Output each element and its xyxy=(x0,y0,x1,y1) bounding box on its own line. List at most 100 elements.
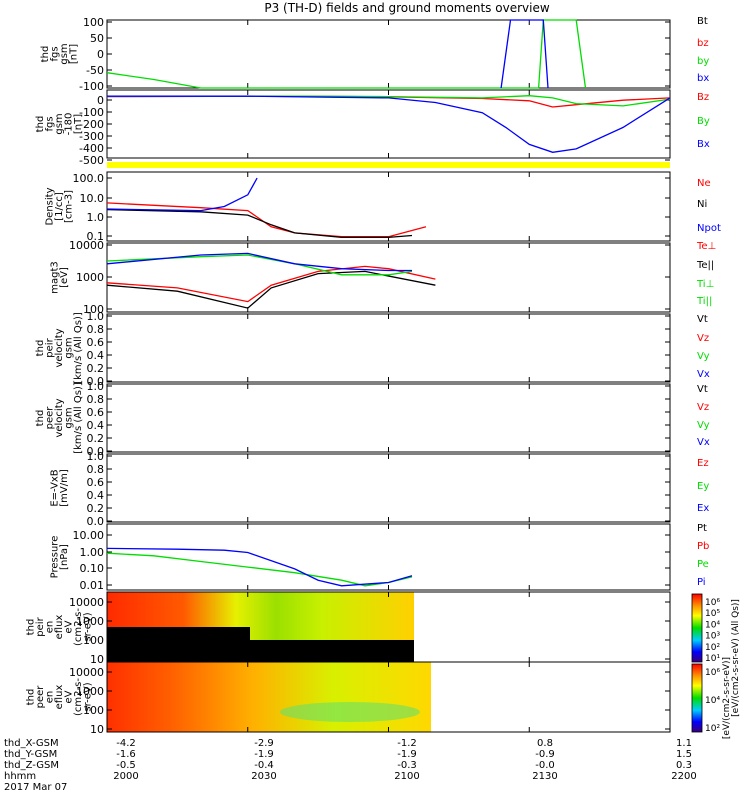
series-by xyxy=(106,19,587,89)
y-tick-label: 10 xyxy=(90,653,104,666)
y-axis-label: fgs xyxy=(45,116,56,131)
legend-Ey: Ey xyxy=(697,481,709,492)
status-bar xyxy=(107,162,670,168)
y-axis-label: velocity xyxy=(54,398,65,437)
y-tick-label: 0.0 xyxy=(87,515,105,528)
y-axis-label: magt3 xyxy=(49,261,60,294)
y-axis-label: peer xyxy=(45,406,56,430)
x-value: -0.4 xyxy=(254,760,274,771)
panel-frame xyxy=(106,171,671,242)
series-Te|| xyxy=(106,270,436,309)
y-axis-label: sr-eV) xyxy=(83,612,94,641)
x-value: 1.5 xyxy=(676,749,692,760)
legend-Vx: Vx xyxy=(697,369,710,380)
y-axis-label: peer xyxy=(35,685,46,709)
y-axis-label: [mV/m] xyxy=(59,469,70,507)
legend-bx: bx xyxy=(697,73,709,84)
y-tick-label: -400 xyxy=(79,142,104,155)
panel-frame xyxy=(106,242,671,313)
colorbar-unit: [eV/(cm2-s-sr-eV)] xyxy=(722,657,732,739)
series-Te⊥ xyxy=(106,265,436,303)
x-row-label: thd_X-GSM xyxy=(4,738,59,749)
colorbar-unit: [eV/(cm2-s-sr-eV) (All Qs)] xyxy=(731,599,741,717)
y-axis-label: Density xyxy=(45,187,56,225)
y-axis-label: thd xyxy=(35,116,46,133)
y-axis-label: [cm-3] xyxy=(64,190,75,223)
y-axis-label: (cm2-s- xyxy=(73,678,84,716)
legend-Vz: Vz xyxy=(697,402,709,413)
peer-spectrogram xyxy=(107,662,431,732)
panel-peir_velocity: 1.00.80.60.40.20.0 thdpeirvelocitygsm[km/… xyxy=(35,310,710,388)
y-tick-label: 100 xyxy=(83,303,104,316)
series-Npot xyxy=(106,177,258,212)
legend-Pt: Pt xyxy=(697,523,707,534)
legend-Bx: Bx xyxy=(697,139,710,150)
y-axis-label: eflux xyxy=(54,615,65,640)
series-Ti|| xyxy=(106,252,412,272)
series-Bx xyxy=(107,95,671,153)
colorbar-tick-label: 10⁴ xyxy=(705,620,720,630)
panel-peir_spec: 10000 1000 100 10 thdpeirenefluxeV(cm2-s-sr-… xyxy=(26,591,671,666)
x-value: 0.3 xyxy=(676,760,692,771)
y-axis-label: thd xyxy=(35,410,46,427)
y-axis-label: [km/s (All Qs)] xyxy=(73,382,84,454)
y-axis-label: gsm xyxy=(54,113,65,134)
x-row-label: thd_Z-GSM xyxy=(4,760,59,771)
x-value: -0.3 xyxy=(397,760,417,771)
colorbar-tick-label: 10³ xyxy=(705,632,720,642)
y-tick-label: 1.0 xyxy=(87,450,105,463)
y-axis-label: peir xyxy=(45,337,56,357)
x-value: 2200 xyxy=(671,771,696,782)
date-label: 2017 Mar 07 xyxy=(4,782,67,793)
colorbar-tick-label: 10⁴ xyxy=(705,696,720,706)
y-tick-label: 100.0 xyxy=(73,172,105,185)
y-axis-label: velocity xyxy=(54,328,65,367)
x-row-label: thd_Y-GSM xyxy=(4,749,57,760)
panel-efield: 1.00.80.60.40.20.0 E=-VxB[mV/m] Ez Ey Ex xyxy=(49,450,709,528)
x-value: 2130 xyxy=(532,771,557,782)
x-row-label: hhmm xyxy=(4,771,36,782)
legend-Te||: Te|| xyxy=(696,260,714,271)
y-axis-label: sr-eV) xyxy=(83,682,94,711)
legend-Vy: Vy xyxy=(697,420,710,431)
y-axis-label: [1/cc] xyxy=(54,192,65,221)
x-value: -1.9 xyxy=(397,749,417,760)
panel-pressure: 10.00 1.00 0.10 0.01 Pressure[nPa] Pt Pb Pe Pi xyxy=(49,523,709,592)
legend-Vz: Vz xyxy=(697,333,709,344)
y-axis-label: en xyxy=(45,691,56,704)
y-tick-label: 0.6 xyxy=(87,336,105,349)
y-tick-label: -200 xyxy=(79,118,104,131)
x-value: -1.9 xyxy=(254,749,274,760)
legend-Ez: Ez xyxy=(697,458,709,469)
series-Ne xyxy=(106,202,427,238)
y-tick-label: 0.0 xyxy=(87,375,105,388)
y-tick-label: 0.2 xyxy=(87,362,105,375)
x-value: -0.0 xyxy=(535,760,555,771)
y-axis-label: eV xyxy=(64,690,75,703)
legend-Bt: Bt xyxy=(697,16,708,27)
panel-peer_velocity: 1.00.80.60.40.20.0 thdpeervelocitygsm[km/… xyxy=(35,380,710,458)
legend-Ne: Ne xyxy=(697,178,711,189)
series-By xyxy=(106,95,671,107)
panel-frame xyxy=(106,313,671,383)
y-tick-label: 0.0 xyxy=(87,445,105,458)
panel-frame xyxy=(106,89,671,159)
y-axis-label: [nT] xyxy=(68,44,79,64)
y-axis-label: (cm2-s- xyxy=(73,608,84,646)
y-axis-label: [nT] xyxy=(73,114,84,134)
y-axis-label: gsm xyxy=(64,407,75,428)
legend-By: By xyxy=(697,116,710,127)
x-value: 2030 xyxy=(251,771,276,782)
y-tick-label: 0.8 xyxy=(87,323,105,336)
x-value: 2000 xyxy=(113,771,138,782)
panel-frame xyxy=(106,19,671,89)
y-axis-label: -180 xyxy=(64,113,75,136)
y-tick-label: -300 xyxy=(79,130,104,143)
panel-frame xyxy=(106,383,671,453)
panel-frame xyxy=(106,523,671,591)
colorbar xyxy=(691,663,703,733)
legend-by: by xyxy=(697,56,709,67)
x-value: -1.6 xyxy=(116,749,136,760)
